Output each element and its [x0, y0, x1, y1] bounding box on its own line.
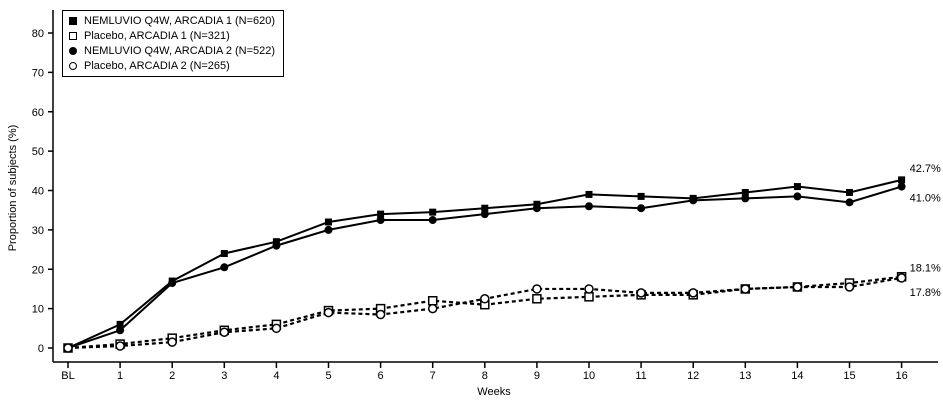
filled-square-marker: [793, 183, 801, 191]
x-tick-label: 7: [430, 370, 436, 382]
filled-square-marker: [220, 250, 228, 257]
legend-label: NEMLUVIO Q4W, ARCADIA 1 (N=620): [84, 14, 276, 27]
x-tick-label: 4: [273, 370, 279, 382]
filled-circle-marker: [897, 182, 906, 191]
open-square-marker: [532, 294, 542, 304]
filled-square-marker: [898, 176, 906, 184]
filled-square-marker: [637, 192, 645, 200]
open-circle-marker: [636, 288, 646, 298]
open-circle-marker: [480, 294, 490, 304]
filled-circle-marker: [532, 204, 541, 213]
x-tick-label: 16: [895, 370, 907, 382]
y-tick-label: 60: [32, 107, 44, 119]
open-square-marker: [427, 296, 438, 306]
x-tick-label: 12: [687, 370, 699, 382]
legend-label: Placebo, ARCADIA 1 (N=321): [84, 29, 230, 42]
filled-circle-marker: [793, 192, 802, 201]
end-label: 41.0%: [910, 193, 941, 205]
y-axis-title: Proportion of subjects (%): [7, 124, 19, 252]
x-tick-label: 6: [378, 370, 384, 382]
filled-circle-marker: [845, 198, 854, 207]
x-tick-label: 13: [739, 370, 751, 382]
x-tick-label: 2: [169, 370, 175, 382]
filled-square-marker: [846, 188, 853, 196]
open-circle-marker: [375, 309, 386, 320]
open-circle-marker: [740, 284, 751, 294]
filled-circle-marker: [324, 225, 333, 234]
open-circle-marker: [271, 323, 282, 334]
y-tick-label: 10: [32, 304, 44, 316]
legend-item: Placebo, ARCADIA 1 (N=321): [69, 28, 275, 43]
open-circle-marker: [792, 282, 803, 292]
filled-circle-marker: [689, 196, 698, 205]
y-tick-label: 80: [32, 28, 44, 40]
filled-circle-marker: [272, 241, 281, 250]
open-square-marker-icon: [69, 31, 77, 40]
y-tick-label: 70: [32, 67, 44, 79]
filled-circle-marker: [168, 279, 177, 288]
filled-square-marker: [585, 190, 593, 198]
filled-square-marker: [481, 204, 489, 212]
filled-circle-marker: [637, 204, 646, 213]
filled-circle-marker: [585, 202, 593, 211]
filled-circle-marker: [480, 210, 489, 219]
open-circle-marker: [688, 288, 698, 298]
x-tick-label: BL: [61, 370, 74, 382]
y-tick-label: 30: [32, 225, 44, 237]
y-tick-label: 50: [32, 146, 44, 158]
x-tick-label: 10: [583, 370, 595, 382]
filled-circle-marker: [741, 194, 750, 203]
open-circle-marker: [844, 282, 855, 292]
x-axis-title: Weeks: [477, 386, 511, 398]
filled-square-marker: [377, 210, 385, 218]
end-label: 18.1%: [910, 263, 941, 275]
open-circle-marker: [532, 284, 542, 294]
open-square-marker: [584, 292, 594, 302]
series-line-3: [67, 276, 902, 350]
filled-square-marker: [741, 188, 749, 196]
filled-circle-marker: [376, 216, 385, 225]
y-tick-label: 20: [32, 264, 44, 276]
legend-item: NEMLUVIO Q4W, ARCADIA 2 (N=522): [69, 43, 275, 58]
filled-circle-marker: [220, 263, 229, 272]
filled-circle-marker-icon: [69, 46, 77, 55]
open-circle-marker: [427, 303, 438, 314]
filled-circle-marker: [428, 216, 437, 225]
open-circle-marker-icon: [69, 61, 77, 70]
x-tick-label: 8: [482, 370, 488, 382]
legend-label: Placebo, ARCADIA 2 (N=265): [84, 59, 230, 72]
open-circle-marker: [323, 307, 334, 318]
legend-item: Placebo, ARCADIA 2 (N=265): [69, 58, 275, 73]
filled-square-marker: [325, 218, 332, 226]
open-circle-marker: [896, 273, 907, 283]
legend-label: NEMLUVIO Q4W, ARCADIA 2 (N=522): [84, 44, 276, 57]
legend: NEMLUVIO Q4W, ARCADIA 1 (N=620) Placebo,…: [62, 10, 285, 77]
legend-item: NEMLUVIO Q4W, ARCADIA 1 (N=620): [69, 13, 275, 28]
x-tick-label: 9: [534, 370, 540, 382]
open-circle-marker: [115, 341, 125, 351]
open-circle-marker: [167, 337, 177, 347]
filled-circle-marker: [116, 326, 125, 335]
end-label: 42.7%: [910, 163, 941, 175]
end-label: 17.8%: [910, 287, 941, 299]
open-circle-marker: [219, 327, 230, 337]
y-tick-label: 40: [32, 186, 44, 198]
x-tick-label: 3: [221, 370, 227, 382]
open-circle-marker: [584, 284, 594, 294]
filled-square-marker: [116, 320, 124, 328]
x-tick-label: 1: [117, 370, 123, 382]
y-tick-label: 0: [38, 343, 44, 355]
x-tick-label: 11: [635, 370, 646, 382]
x-tick-label: 15: [843, 370, 855, 382]
open-circle-marker: [63, 343, 73, 353]
x-tick-label: 14: [791, 370, 803, 382]
filled-square-marker-icon: [69, 16, 77, 25]
filled-square-marker: [429, 208, 437, 216]
x-tick-label: 5: [325, 370, 331, 382]
